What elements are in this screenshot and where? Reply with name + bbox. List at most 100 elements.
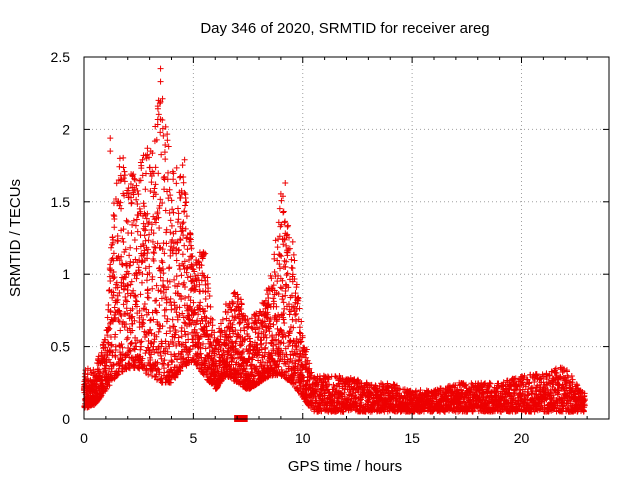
data-point [171, 276, 178, 283]
data-point [276, 233, 283, 240]
data-point [279, 285, 286, 292]
data-point [139, 172, 146, 179]
data-point [119, 235, 126, 242]
data-point [281, 329, 288, 336]
data-point [278, 253, 285, 260]
data-point [197, 288, 204, 295]
data-point [118, 341, 125, 348]
data-point [193, 329, 200, 336]
data-point [154, 121, 161, 128]
data-point [155, 328, 162, 335]
data-point [158, 355, 165, 362]
data-point [203, 327, 210, 334]
data-point [112, 314, 119, 321]
data-point [185, 257, 192, 264]
data-point [284, 231, 291, 238]
data-point [156, 100, 163, 107]
data-point [145, 154, 152, 161]
data-point [175, 216, 182, 223]
data-point [139, 355, 146, 362]
data-point [172, 329, 179, 336]
data-point [154, 365, 161, 372]
data-point [198, 262, 205, 269]
data-point [131, 346, 138, 353]
data-point [193, 283, 200, 290]
data-point [124, 334, 131, 341]
data-point [107, 372, 114, 379]
data-point [202, 250, 209, 257]
data-point [108, 342, 115, 349]
data-point [273, 341, 280, 348]
data-point [181, 258, 188, 265]
data-point [282, 218, 289, 225]
data-point [155, 111, 162, 118]
data-point [150, 316, 157, 323]
data-point [165, 169, 172, 176]
data-point [137, 339, 144, 346]
data-point [171, 299, 178, 306]
data-point [168, 306, 175, 313]
data-point [155, 214, 162, 221]
data-point [274, 257, 281, 264]
data-point [147, 339, 154, 346]
data-point [151, 244, 158, 251]
data-point [263, 334, 270, 341]
data-point [181, 283, 188, 290]
data-point [276, 261, 283, 268]
data-point [127, 347, 134, 354]
data-point [292, 311, 299, 318]
data-point [164, 315, 171, 322]
data-point [181, 319, 188, 326]
data-point [206, 292, 213, 299]
y-axis-label: SRMTID / TECUs [7, 179, 24, 297]
data-point [175, 247, 182, 254]
data-point [162, 207, 169, 214]
data-point [109, 294, 116, 301]
data-point [229, 347, 236, 354]
data-point [246, 342, 253, 349]
data-point [278, 366, 285, 373]
data-point [129, 305, 136, 312]
data-point [174, 239, 181, 246]
data-point [236, 333, 243, 340]
data-point [228, 306, 235, 313]
data-point [126, 347, 133, 354]
data-point [159, 200, 166, 207]
data-point [138, 279, 145, 286]
data-point [165, 284, 172, 291]
data-point [153, 282, 160, 289]
data-point [233, 338, 240, 345]
data-point [280, 299, 287, 306]
data-point [112, 353, 119, 360]
data-point [228, 338, 235, 345]
data-point [262, 331, 269, 338]
data-point [234, 298, 241, 305]
data-point [111, 315, 118, 322]
data-point [172, 228, 179, 235]
data-point [150, 343, 157, 350]
y-tick-label: 0 [62, 411, 70, 427]
data-point [182, 225, 189, 232]
data-point [237, 319, 244, 326]
data-point [173, 257, 180, 264]
data-point [191, 309, 198, 316]
data-point [230, 330, 237, 337]
data-point [160, 360, 167, 367]
data-point [144, 286, 151, 293]
data-point [198, 333, 205, 340]
y-tick-label: 2 [62, 121, 70, 137]
data-point [121, 172, 128, 179]
data-point [182, 191, 189, 198]
data-point [176, 174, 183, 181]
data-point [163, 306, 170, 313]
data-point [147, 187, 154, 194]
data-point [189, 253, 196, 260]
data-point [110, 275, 117, 282]
data-point [131, 359, 138, 366]
data-point [174, 219, 181, 226]
data-point [281, 236, 288, 243]
data-point [279, 334, 286, 341]
data-point [110, 236, 117, 243]
data-point [209, 316, 216, 323]
data-point [118, 357, 125, 364]
